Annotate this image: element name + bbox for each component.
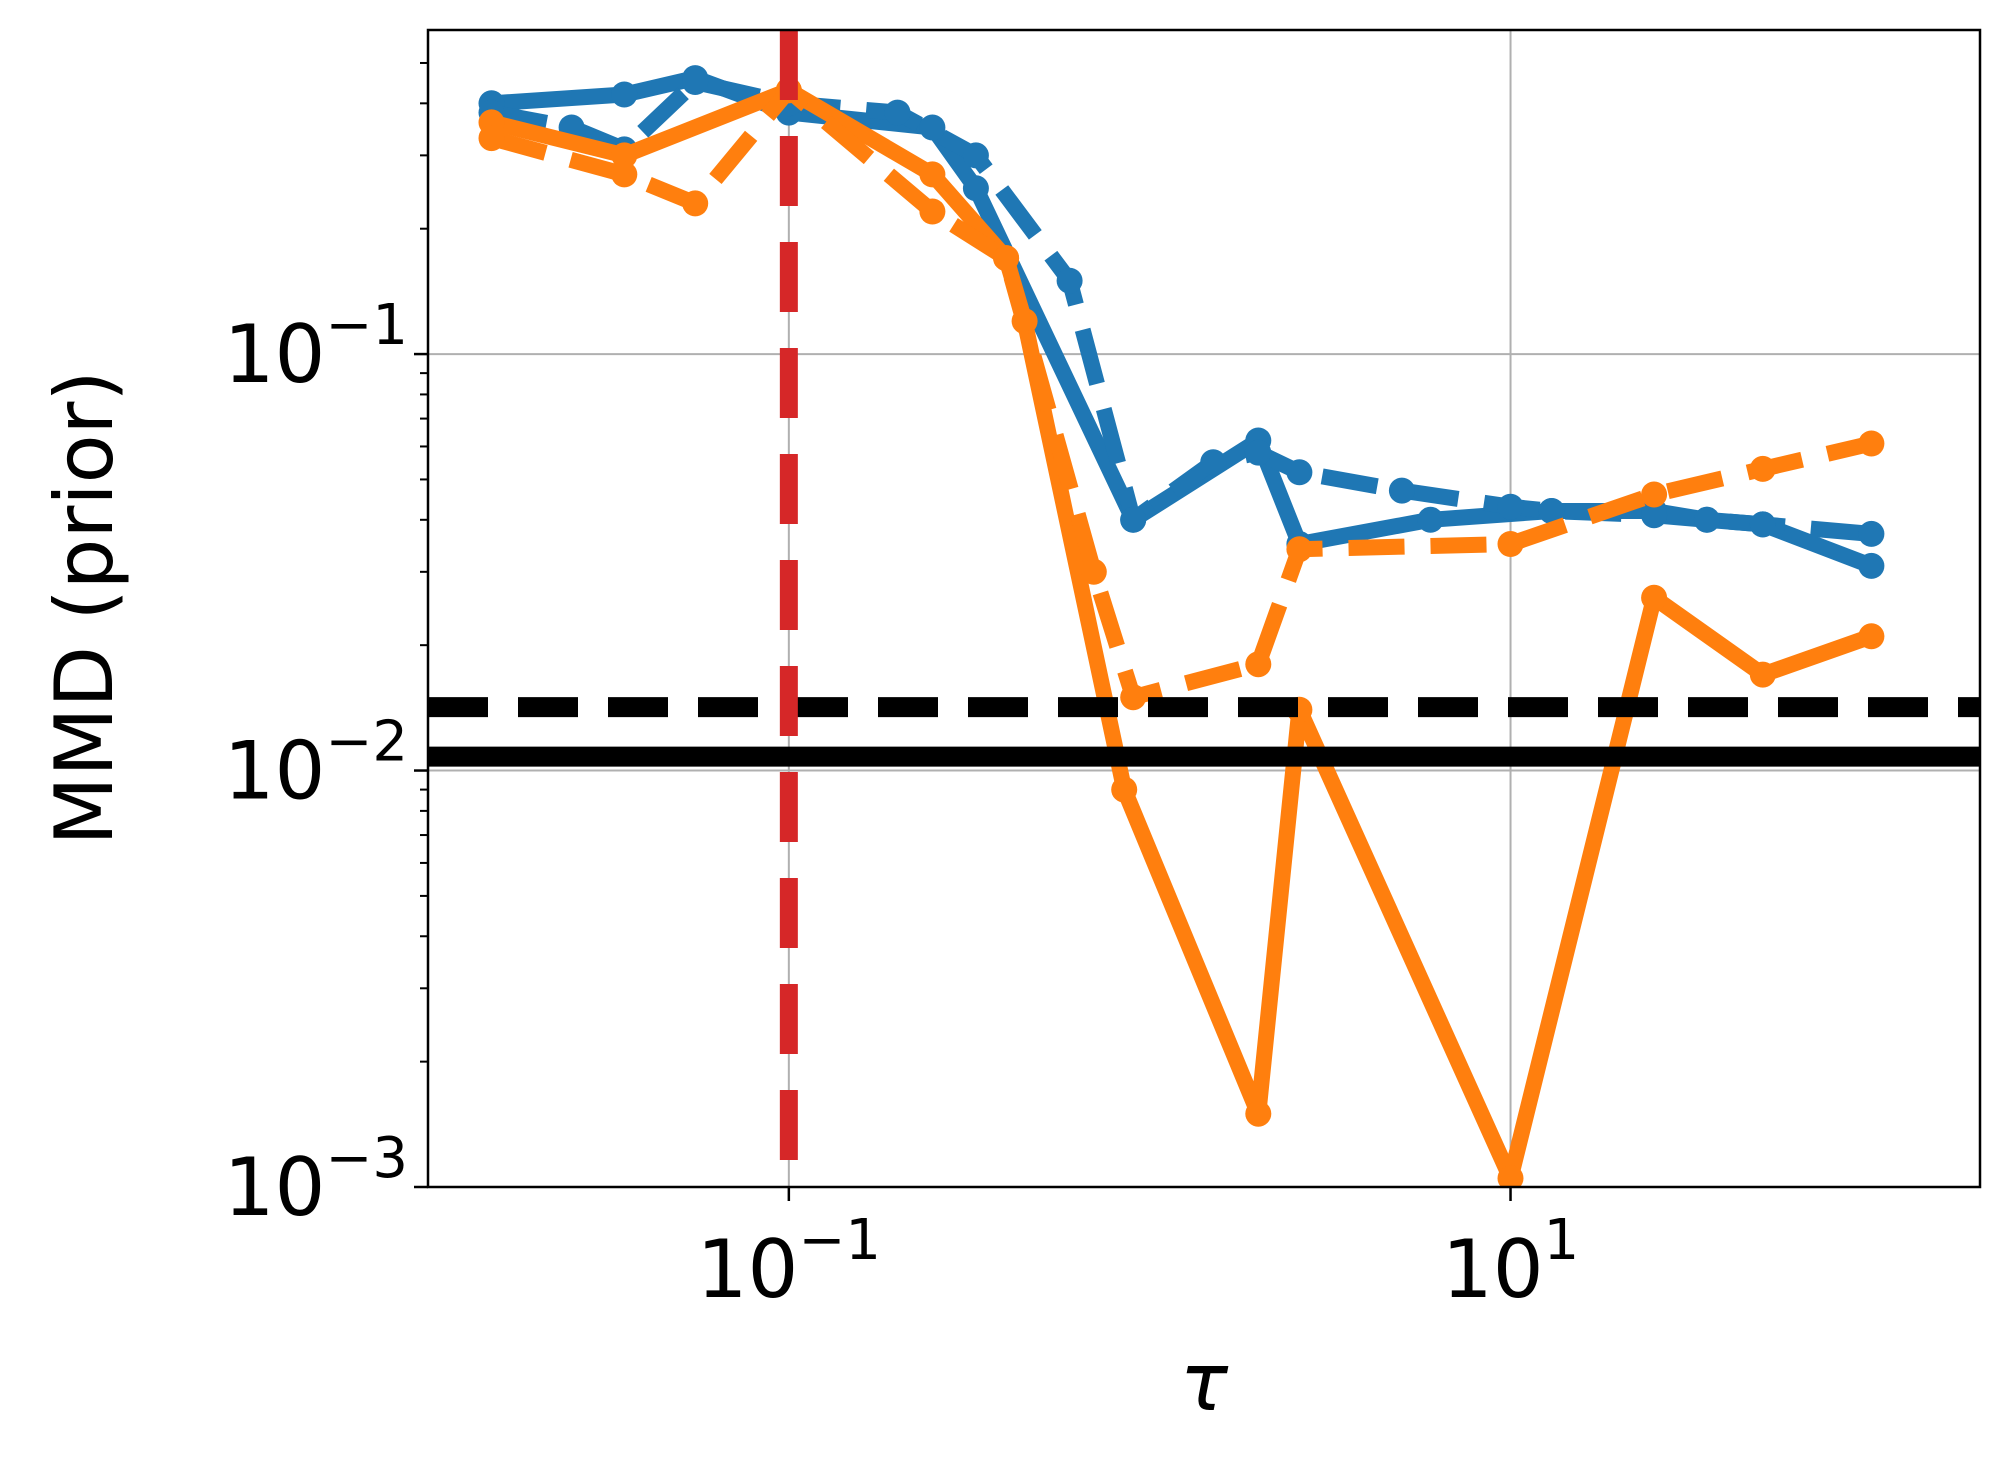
series-4-point bbox=[1858, 430, 1885, 457]
series-2-point bbox=[1245, 439, 1272, 466]
series-2-point bbox=[884, 99, 911, 126]
series-4-point bbox=[1641, 481, 1668, 508]
series-line-4 bbox=[489, 82, 1874, 706]
series-3-point bbox=[919, 161, 946, 188]
series-2-point bbox=[962, 142, 989, 169]
series-1-point bbox=[1858, 552, 1885, 579]
series-4-point bbox=[682, 190, 709, 217]
series-4-point bbox=[478, 125, 505, 152]
y-axis-label: MMD (prior) bbox=[38, 370, 131, 845]
series-2-point bbox=[1286, 459, 1313, 486]
y-tick-label: 10−1 bbox=[224, 293, 408, 401]
series-4-point bbox=[611, 161, 638, 188]
series-4-point bbox=[993, 245, 1020, 272]
series-4-point bbox=[1245, 651, 1272, 678]
series-4-point bbox=[1080, 558, 1107, 585]
series-3-point bbox=[1749, 661, 1776, 688]
series-3-point bbox=[1111, 776, 1138, 803]
tick-labels: 10−1 101 10−1 10−2 10−3 bbox=[224, 293, 1580, 1316]
reference-lines bbox=[428, 30, 1980, 1187]
series-3-point bbox=[1858, 623, 1885, 650]
series-4-point bbox=[1497, 531, 1524, 557]
x-tick-label: 101 bbox=[1442, 1208, 1579, 1316]
series-1-point bbox=[919, 114, 946, 141]
series-4-point bbox=[919, 198, 946, 225]
series-4-point bbox=[1286, 536, 1313, 563]
series-3-point bbox=[1497, 1165, 1524, 1187]
series-2-point bbox=[1497, 493, 1524, 520]
series-2-point bbox=[1538, 498, 1565, 524]
series-2-point bbox=[1858, 520, 1885, 547]
series-2-point bbox=[1641, 502, 1668, 529]
y-tick-label: 10−2 bbox=[224, 710, 408, 818]
tick-marks bbox=[414, 61, 1512, 1201]
series-2-point bbox=[1120, 506, 1147, 533]
series-3-point bbox=[611, 142, 638, 169]
series-2-point bbox=[1200, 449, 1227, 476]
series-2-point bbox=[1693, 506, 1720, 533]
series-1-point bbox=[1417, 506, 1444, 533]
y-tick-label: 10−3 bbox=[224, 1126, 408, 1234]
series-2-point bbox=[1056, 267, 1083, 294]
plot-frame bbox=[426, 28, 1982, 1189]
series-2-point bbox=[1749, 511, 1776, 538]
x-tick-label: 10−1 bbox=[697, 1208, 881, 1316]
series-2-point bbox=[682, 69, 709, 95]
series-3-point bbox=[1245, 1100, 1272, 1127]
series-4-point bbox=[1749, 455, 1776, 482]
series-3-point bbox=[1641, 584, 1668, 611]
series-1-point bbox=[962, 175, 989, 202]
series-2-point bbox=[1388, 477, 1415, 504]
series-4-point bbox=[1120, 684, 1147, 711]
x-axis-label: τ bbox=[1180, 1336, 1229, 1429]
series-1-point bbox=[611, 81, 638, 108]
